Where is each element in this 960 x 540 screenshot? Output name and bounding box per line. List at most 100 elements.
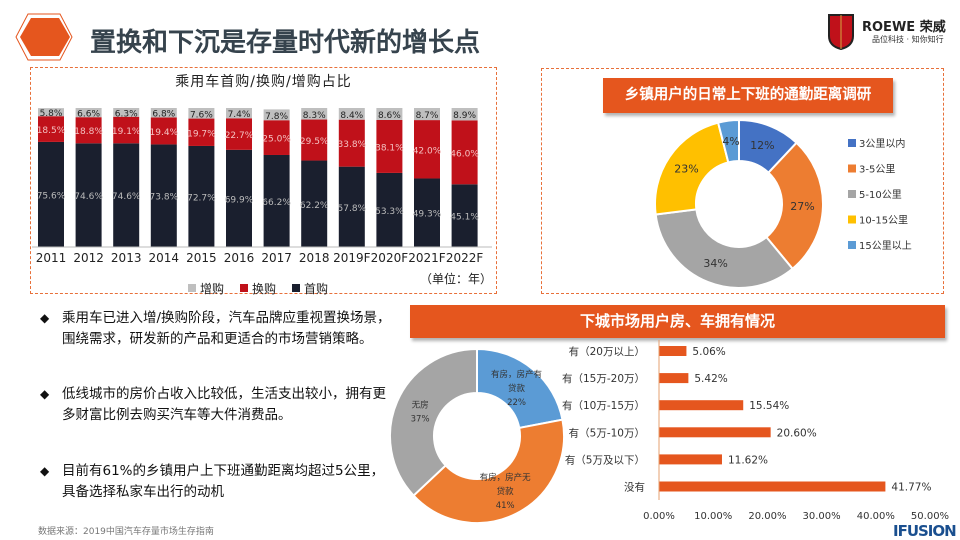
bar-segment-换购 [338, 119, 365, 167]
y-tick-label: 没有 [624, 481, 645, 494]
bullet-text: 低线城市的房价占收入比较低，生活支出较小，拥有更多财富比例去购买汽车等大件消费品… [62, 386, 386, 423]
x-tick-label: 2011 [36, 251, 67, 265]
commute-panel [541, 68, 944, 294]
bar-segment-换购 [301, 119, 328, 161]
bar-segment-换购 [263, 120, 290, 155]
bar-data-label: 7.4% [228, 110, 251, 120]
bar-segment-增购 [226, 108, 252, 119]
donut-data-label: 12% [750, 139, 774, 152]
bar-segment-换购 [113, 116, 140, 144]
legend-label: 增购 [200, 281, 224, 295]
x-tick-label: 2018 [299, 251, 330, 265]
bar-data-label: 75.6% [37, 191, 66, 201]
bar [659, 481, 886, 492]
x-tick-label: 10.00% [694, 511, 732, 522]
x-tick-label: 2020F [371, 251, 409, 265]
bar-data-label: 8.3% [303, 111, 326, 121]
legend-swatch [848, 241, 856, 249]
bar-data-label: 19.4% [150, 128, 179, 138]
bar-data-label: 5.06% [692, 346, 725, 358]
legend-label: 首购 [304, 281, 328, 295]
stacked-bar-chart: 75.6% 18.5% 5.8% 2011 74.6% 18.8% 6.6% 2012 74.6… [32, 108, 492, 295]
x-tick-label: 2013 [111, 251, 142, 265]
x-tick-label: 2021F [408, 251, 446, 265]
bar-data-label: 8.9% [453, 111, 476, 121]
bar [659, 373, 689, 384]
y-tick-label: 有（10万-15万） [562, 399, 645, 412]
legend-label: 3-5公里 [859, 164, 895, 176]
commute-donut-chart: 12% 27% 34% 23% 4% 3公里以内 3-5公里 5-10公里 10-15公里 15公… [654, 118, 912, 289]
bar-segment-增购 [451, 108, 478, 121]
bullet-2: ◆ 低线城市的房价占收入比较低，生活支出较小，拥有更多财富比例去购买汽车等大件消费… [40, 384, 392, 426]
bar-segment-增购 [414, 108, 440, 121]
donut-data-label: 有房，房产无贷款 41% [480, 472, 532, 511]
bar-data-label: 49.3% [413, 210, 442, 220]
bar-data-label: 8.4% [340, 111, 363, 121]
donut-slice-2 [765, 141, 824, 271]
diamond-bullet-icon: ◆ [40, 464, 50, 478]
bar-data-label: 53.3% [375, 207, 404, 217]
housing-panel-title: 下城市场用户房、车拥有情况 [410, 305, 945, 338]
donut-slice-5 [716, 118, 740, 164]
bar-segment-首购 [376, 172, 403, 247]
data-source: 数据来源：2019中国汽车存量市场生存指南 [38, 527, 214, 537]
diamond-bullet-icon: ◆ [40, 311, 50, 325]
bar-data-label: 38.1% [375, 143, 404, 153]
bar-data-label: 19.7% [187, 129, 216, 139]
x-tick-label: 50.00% [911, 511, 949, 522]
bar [659, 400, 744, 411]
purchase-chart-panel [30, 67, 497, 294]
bar-data-label: 25.0% [262, 135, 291, 145]
bar-data-label: 69.9% [225, 195, 254, 205]
unit-note: （单位：年） [420, 272, 493, 286]
bar-data-label: 8.6% [378, 111, 401, 121]
bar-data-label: 45.1% [450, 213, 479, 223]
bar-segment-换购 [414, 120, 440, 179]
bullet-3: ◆ 目前有61%的乡镇用户上下班通勤距离均超过5公里，具备选择私家车出行的动机 [40, 461, 392, 503]
bar-data-label: 5.8% [40, 109, 63, 119]
hexagon-icon [15, 13, 73, 61]
x-tick-label: 20.00% [748, 511, 786, 522]
donut-slice-2 [412, 418, 565, 524]
bar-data-label: 6.3% [115, 109, 138, 119]
bar-data-label: 74.6% [74, 192, 103, 202]
y-tick-label: 有（5万及以下） [565, 453, 645, 466]
bar-segment-换购 [188, 118, 215, 146]
bar-data-label: 74.6% [112, 192, 141, 202]
bar-data-label: 42.0% [413, 146, 442, 156]
bar-segment-换购 [376, 119, 403, 173]
roewe-logo: ROEWE 荣威 品位科技 · 知你知行 [826, 12, 956, 52]
legend-swatch [848, 139, 856, 147]
bar-segment-首购 [226, 149, 252, 247]
ifusion-logo: IFUSION [893, 522, 957, 540]
bar-segment-增购 [150, 108, 177, 118]
bar-segment-增购 [75, 108, 102, 118]
bar-data-label: 11.62% [728, 454, 768, 466]
x-tick-label: 30.00% [803, 511, 841, 522]
bar-data-label: 8.7% [416, 111, 439, 121]
bar-segment-换购 [75, 117, 102, 144]
legend-swatch [240, 284, 248, 292]
bar-data-label: 6.6% [77, 110, 100, 120]
bar-segment-换购 [451, 120, 478, 185]
diamond-bullet-icon: ◆ [40, 387, 50, 401]
bar-data-label: 18.8% [74, 127, 103, 137]
bar [659, 346, 687, 356]
bar-segment-首购 [451, 184, 478, 247]
bar [659, 454, 722, 465]
bar-data-label: 7.6% [190, 110, 213, 120]
bar-segment-换购 [38, 116, 64, 142]
x-tick-label: 2016 [224, 251, 255, 265]
legend-label: 15公里以上 [859, 240, 912, 252]
bar-data-label: 46.0% [450, 149, 479, 159]
donut-data-label: 无房 37% [411, 399, 430, 424]
legend-label: 3公里以内 [859, 137, 905, 150]
bar-data-label: 15.54% [749, 400, 789, 412]
housing-donut-chart: 有房，房产有贷款 22% 有房，房产无贷款 41% 无房 37% [389, 347, 565, 524]
bar-segment-增购 [113, 108, 140, 117]
bar-segment-换购 [150, 117, 177, 145]
bar-data-label: 5.42% [694, 373, 727, 385]
logo-brand: ROEWE 荣威 [862, 20, 946, 35]
legend-label: 换购 [252, 281, 276, 295]
